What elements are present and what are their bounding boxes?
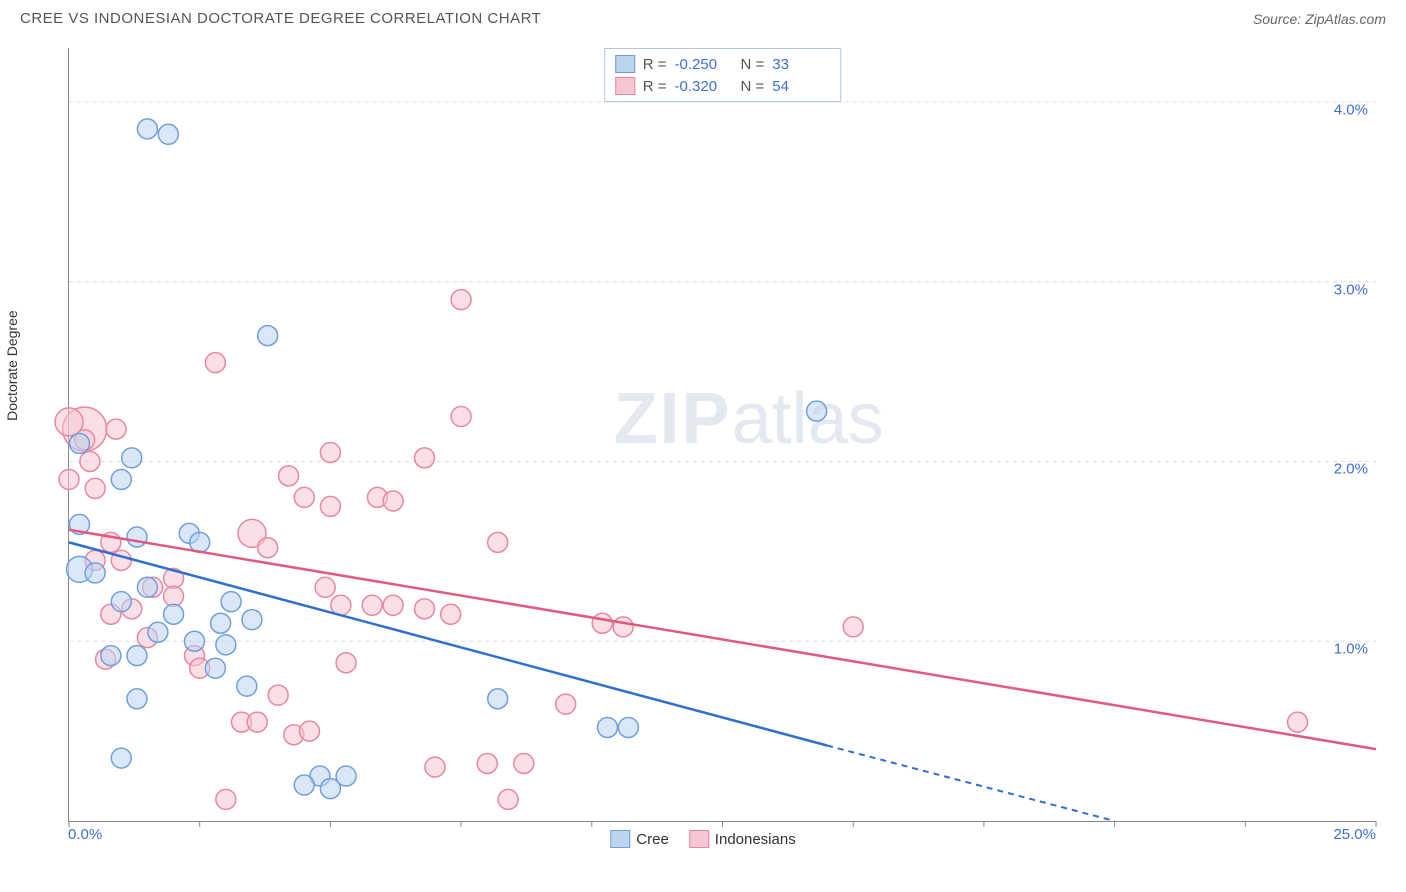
series-legend: Cree Indonesians — [610, 830, 795, 848]
plot-svg — [69, 48, 1376, 821]
chart-header: CREE VS INDONESIAN DOCTORATE DEGREE CORR… — [0, 0, 1406, 35]
r-value-cree: -0.250 — [675, 56, 733, 73]
n-value-indonesians: 54 — [772, 78, 830, 95]
r-label: R = — [643, 78, 667, 95]
legend-swatch — [689, 830, 709, 848]
stats-row-cree: R = -0.250 N = 33 — [615, 53, 831, 75]
stats-row-indonesians: R = -0.320 N = 54 — [615, 75, 831, 97]
chart-title: CREE VS INDONESIAN DOCTORATE DEGREE CORR… — [20, 10, 541, 27]
x-min-label: 0.0% — [68, 826, 102, 843]
legend-label: Cree — [636, 831, 669, 848]
chart-area: Doctorate Degree ZIPatlas R = -0.250 N =… — [20, 40, 1386, 852]
swatch-cree — [615, 55, 635, 73]
r-label: R = — [643, 56, 667, 73]
legend-label: Indonesians — [715, 831, 796, 848]
legend-item: Cree — [610, 830, 669, 848]
n-label: N = — [741, 78, 765, 95]
x-max-label: 25.0% — [1333, 826, 1376, 843]
n-value-cree: 33 — [772, 56, 830, 73]
n-label: N = — [741, 56, 765, 73]
legend-item: Indonesians — [689, 830, 796, 848]
plot-region: ZIPatlas R = -0.250 N = 33 R = -0.320 N … — [68, 48, 1376, 822]
swatch-indonesians — [615, 77, 635, 95]
chart-source: Source: ZipAtlas.com — [1253, 11, 1386, 27]
y-axis-label: Doctorate Degree — [4, 310, 20, 421]
legend-swatch — [610, 830, 630, 848]
r-value-indonesians: -0.320 — [675, 78, 733, 95]
stats-legend: R = -0.250 N = 33 R = -0.320 N = 54 — [604, 48, 842, 102]
